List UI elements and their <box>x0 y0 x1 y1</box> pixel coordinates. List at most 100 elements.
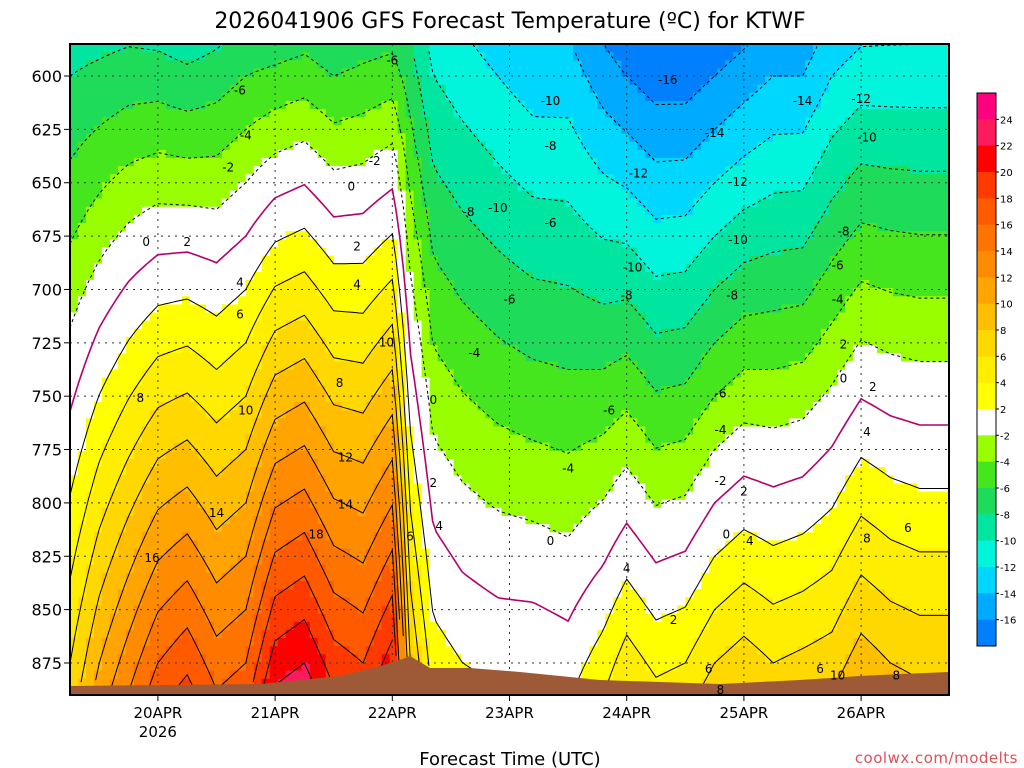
temperature-cell <box>205 84 215 94</box>
temperature-cell <box>485 369 495 379</box>
temperature-cell <box>325 638 335 647</box>
temperature-cell <box>533 76 543 86</box>
temperature-cell <box>317 377 327 387</box>
temperature-cell <box>269 572 279 582</box>
temperature-cell <box>341 402 351 411</box>
temperature-cell <box>357 44 367 53</box>
temperature-cell <box>533 540 543 550</box>
temperature-cell <box>357 117 367 126</box>
temperature-cell <box>189 60 199 70</box>
temperature-cell <box>173 581 183 590</box>
temperature-cell <box>541 109 551 118</box>
temperature-cell <box>221 141 231 151</box>
temperature-cell <box>197 393 207 403</box>
temperature-cell <box>253 353 263 362</box>
temperature-cell <box>549 434 559 444</box>
temperature-cell <box>70 353 79 362</box>
temperature-cell <box>437 377 447 387</box>
temperature-cell <box>109 190 119 200</box>
temperature-cell <box>221 157 231 167</box>
temperature-cell <box>469 524 479 533</box>
temperature-cell <box>101 662 111 672</box>
temperature-cell <box>301 117 311 126</box>
temperature-cell <box>381 206 391 216</box>
temperature-cell <box>261 141 271 151</box>
temperature-cell <box>549 548 559 558</box>
temperature-cell <box>77 320 87 330</box>
temperature-cell <box>405 507 415 517</box>
temperature-cell <box>509 393 519 403</box>
temperature-cell <box>245 336 255 346</box>
temperature-cell <box>197 52 207 61</box>
temperature-cell <box>101 133 111 143</box>
temperature-cell <box>349 629 359 639</box>
temperature-cell <box>501 515 511 525</box>
temperature-cell <box>261 499 271 509</box>
temperature-cell <box>205 638 215 647</box>
temperature-cell <box>397 206 407 216</box>
temperature-cell <box>157 100 167 110</box>
temperature-cell <box>389 491 399 501</box>
temperature-cell <box>525 654 535 664</box>
temperature-cell <box>285 450 295 460</box>
temperature-cell <box>285 548 295 558</box>
temperature-cell <box>397 621 407 631</box>
temperature-cell <box>285 410 295 419</box>
temperature-cell <box>525 288 535 297</box>
temperature-cell <box>373 44 383 53</box>
temperature-cell <box>261 336 271 346</box>
temperature-cell <box>261 231 271 240</box>
temperature-cell <box>533 459 543 468</box>
temperature-cell <box>477 434 487 444</box>
temperature-cell <box>293 402 303 411</box>
temperature-cell <box>237 190 247 200</box>
temperature-cell <box>157 182 167 192</box>
temperature-cell <box>509 206 519 216</box>
temperature-cell <box>493 377 503 387</box>
temperature-cell <box>549 515 559 525</box>
temperature-cell <box>173 125 183 135</box>
temperature-cell <box>413 288 423 297</box>
temperature-cell <box>205 239 215 249</box>
temperature-cell <box>349 223 359 232</box>
temperature-cell <box>501 483 511 493</box>
temperature-cell <box>77 198 87 208</box>
temperature-cell <box>493 589 503 598</box>
temperature-cell <box>109 223 119 232</box>
temperature-cell <box>117 345 127 354</box>
temperature-cell <box>141 84 151 94</box>
temperature-cell <box>221 524 231 533</box>
temperature-cell <box>197 271 207 281</box>
temperature-cell <box>437 320 447 330</box>
temperature-cell <box>213 442 223 452</box>
temperature-cell <box>301 442 311 452</box>
temperature-cell <box>165 239 175 249</box>
temperature-cell <box>245 377 255 387</box>
temperature-cell <box>397 467 407 476</box>
temperature-cell <box>70 654 79 664</box>
temperature-cell <box>437 507 447 517</box>
temperature-cell <box>525 263 535 273</box>
temperature-cell <box>181 353 191 362</box>
temperature-cell <box>197 564 207 574</box>
temperature-cell <box>197 491 207 501</box>
temperature-cell <box>469 92 479 102</box>
temperature-cell <box>109 532 119 541</box>
temperature-cell <box>213 678 223 688</box>
temperature-cell <box>493 475 503 485</box>
temperature-cell <box>365 157 375 167</box>
temperature-cell <box>445 231 455 240</box>
temperature-cell <box>101 166 111 175</box>
temperature-cell <box>469 450 479 460</box>
temperature-cell <box>373 646 383 655</box>
temperature-cell <box>245 296 255 305</box>
temperature-cell <box>165 524 175 533</box>
temperature-cell <box>309 597 319 607</box>
temperature-cell <box>469 117 479 126</box>
temperature-cell <box>493 304 503 314</box>
temperature-cell <box>413 377 423 387</box>
temperature-cell <box>149 450 159 460</box>
temperature-cell <box>445 564 455 574</box>
temperature-cell <box>157 117 167 126</box>
